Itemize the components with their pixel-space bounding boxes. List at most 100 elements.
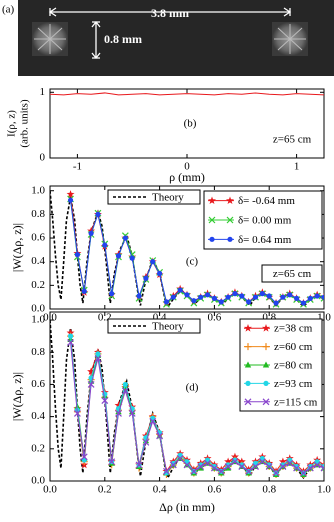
data-point [232, 291, 238, 297]
data-point [102, 242, 108, 248]
plot-area [50, 190, 324, 309]
data-point [244, 343, 252, 351]
data-point [67, 197, 74, 203]
data-point [278, 457, 287, 466]
data-point [121, 387, 129, 395]
legend-label: z=115 cm [274, 396, 318, 408]
legend-label: δ= 0.64 mm [238, 234, 292, 246]
data-point [74, 251, 80, 258]
data-point [150, 259, 156, 265]
data-point [163, 470, 170, 476]
data-point [170, 460, 176, 466]
data-point [227, 236, 233, 242]
dimension-arrow [91, 20, 101, 60]
data-point [80, 453, 88, 461]
data-point [191, 298, 197, 304]
data-point [95, 211, 101, 217]
data-point [94, 355, 102, 363]
data-point [225, 294, 231, 300]
data-point [163, 299, 170, 305]
y-axis-label: (arb. units) [19, 99, 31, 148]
data-point [208, 216, 216, 224]
data-point [209, 236, 215, 242]
data-point [237, 457, 246, 466]
data-point [238, 463, 246, 470]
data-point [157, 270, 163, 277]
data-point [226, 216, 234, 224]
x-tick-label: 0.6 [208, 312, 222, 324]
legend-label: z=80 cm [274, 360, 313, 372]
data-point [262, 324, 270, 332]
data-point [224, 464, 232, 471]
data-point [262, 343, 270, 351]
data-point [81, 288, 87, 294]
y-tick-label: 0.2 [31, 442, 45, 454]
data-point [218, 299, 224, 305]
dimension-label: 3.8 mm [151, 6, 189, 20]
legend-label: z=93 cm [274, 378, 313, 390]
y-tick-label: 0.8 [31, 346, 45, 358]
data-point [142, 438, 150, 446]
y-tick-label: 0.2 [31, 279, 45, 291]
data-point [306, 464, 314, 472]
x-axis-label: Δρ (in mm) [159, 500, 215, 514]
y-tick-label: 0.6 [31, 378, 45, 390]
data-point [262, 361, 270, 368]
y-axis-label: I(ρ, z) [6, 110, 18, 137]
legend-box [107, 189, 201, 205]
annotation: z=65 cm [273, 134, 312, 146]
annotation-box [261, 264, 323, 283]
data-point [244, 361, 252, 368]
data-point [224, 457, 233, 466]
y-tick-label: 0.4 [31, 255, 45, 267]
plot-frame [49, 311, 325, 482]
data-point [266, 293, 272, 299]
x-tick-label: 0.2 [98, 484, 112, 496]
data-point [262, 398, 270, 406]
data-point [87, 226, 96, 235]
x-tick-label: 0.6 [208, 484, 222, 496]
panel-label: (a) [2, 4, 15, 16]
data-point [143, 275, 149, 281]
data-point [293, 464, 301, 472]
data-point [87, 381, 95, 388]
data-point [252, 294, 259, 300]
data-point [67, 339, 74, 347]
data-point [109, 291, 115, 297]
legend-box [107, 318, 201, 334]
x-tick-label: 0 [184, 161, 190, 173]
data-point [73, 409, 81, 417]
data-point [280, 294, 286, 300]
data-point [135, 461, 143, 469]
y-axis-label: |W(Δρ, z)| [10, 372, 24, 421]
data-point [226, 196, 234, 205]
data-point [169, 461, 177, 469]
data-point [321, 294, 324, 300]
data-point [176, 455, 184, 462]
data-point [314, 293, 320, 299]
data-point [87, 367, 96, 375]
spot-pattern [274, 24, 306, 54]
data-point [149, 418, 157, 425]
data-point [272, 469, 280, 477]
data-point [136, 293, 142, 299]
dimension-label: 0.8 mm [104, 32, 142, 46]
x-tick-label: 0.8 [262, 484, 276, 496]
data-point [204, 459, 211, 467]
data-point [294, 295, 300, 301]
data-point [252, 463, 259, 470]
data-point [114, 401, 123, 409]
data-point [101, 397, 109, 404]
legend-label: δ= 0.00 mm [238, 215, 292, 227]
x-tick-label: 1 [294, 161, 300, 173]
data-point [128, 409, 136, 417]
data-point [88, 230, 94, 236]
data-point [232, 457, 238, 463]
data-point [300, 300, 307, 306]
data-point [273, 300, 279, 306]
data-point [197, 464, 204, 471]
dimension-arrow [48, 7, 292, 17]
data-point [224, 463, 232, 470]
data-point [230, 452, 239, 461]
